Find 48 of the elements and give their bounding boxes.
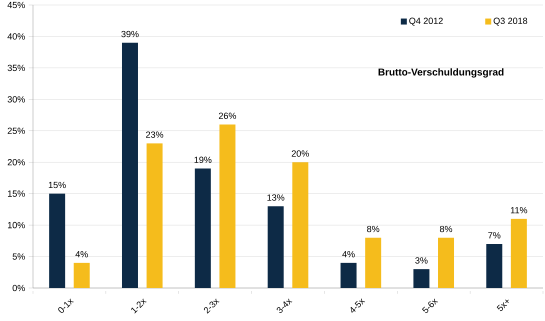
- data-label: 19%: [194, 156, 212, 163]
- data-label: 20%: [292, 150, 309, 157]
- bar: [122, 42, 138, 288]
- data-label: 13%: [267, 194, 284, 201]
- data-label: 8%: [367, 226, 380, 232]
- bar: [510, 218, 527, 288]
- y-tick-label: 0%: [12, 284, 25, 292]
- data-label: 39%: [121, 30, 139, 38]
- text: Brutto-Verschuldungsgrad: [378, 68, 504, 78]
- x-tick-label: 5-6x: [422, 298, 438, 314]
- data-label: 4%: [75, 251, 88, 258]
- y-tick-label: 10%: [8, 222, 25, 228]
- x-tick-label: 4-5x: [350, 298, 366, 313]
- data-label: 7%: [488, 232, 500, 238]
- data-label: 11%: [510, 207, 528, 214]
- data-label: 3%: [415, 257, 428, 264]
- legend-label: Q4 2012: [409, 18, 443, 26]
- data-label: 15%: [48, 182, 66, 188]
- bar: [146, 143, 163, 288]
- x-tick-label: 5x+: [496, 300, 509, 312]
- bar: [292, 162, 308, 288]
- bar: [365, 238, 382, 288]
- bar: [268, 206, 284, 288]
- y-tick-label: 45%: [7, 2, 25, 8]
- y-tick-label: 35%: [8, 64, 25, 72]
- x-tick-label: 3-4x: [276, 298, 292, 314]
- y-tick-label: 15%: [8, 190, 25, 197]
- x-tick-label: 1-2x: [131, 298, 147, 314]
- bar: [340, 262, 357, 288]
- x-tick-label: 0-1x: [58, 298, 74, 313]
- bar: [49, 194, 66, 288]
- bar: [438, 238, 454, 288]
- y-tick-label: 5%: [12, 253, 25, 260]
- bar: [74, 262, 90, 288]
- data-label: 8%: [440, 226, 452, 232]
- y-tick-label: 30%: [8, 96, 25, 103]
- bar: [413, 269, 430, 288]
- y-tick-label: 40%: [7, 33, 25, 40]
- legend-label: Q3 2018: [494, 18, 528, 26]
- y-tick-label: 20%: [8, 159, 25, 166]
- bar: [219, 124, 236, 288]
- data-label: 26%: [218, 112, 236, 119]
- data-label: 23%: [146, 131, 164, 138]
- bar: [194, 168, 211, 288]
- x-tick-label: 2-3x: [204, 298, 220, 314]
- bar: [486, 244, 502, 288]
- y-tick-label: 25%: [8, 128, 25, 134]
- data-label: 4%: [342, 251, 355, 258]
